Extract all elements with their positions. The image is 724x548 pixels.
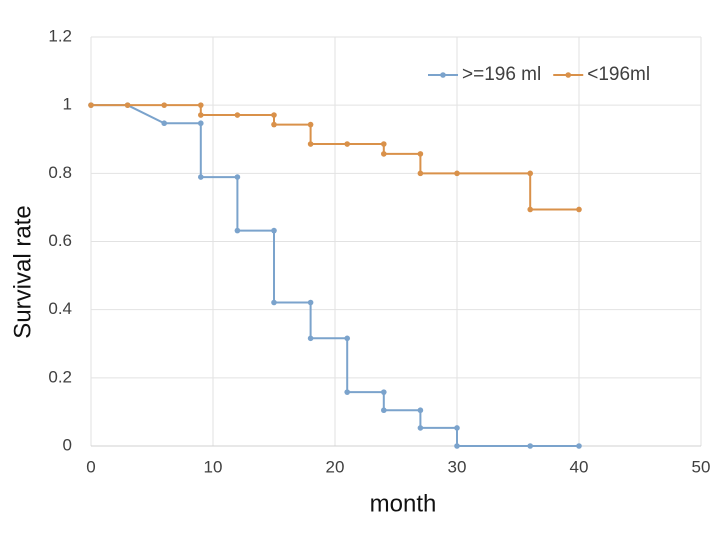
- x-tick-label: 10: [204, 457, 223, 476]
- data-point: [417, 151, 424, 157]
- x-tick-label: 20: [326, 457, 345, 476]
- data-point: [454, 425, 460, 431]
- data-point: [307, 141, 314, 147]
- data-point: [271, 299, 277, 306]
- x-axis-title: month: [370, 490, 437, 517]
- data-point: [381, 141, 387, 147]
- data-point: [124, 102, 131, 108]
- y-tick-label: 0.8: [48, 163, 72, 182]
- data-point: [576, 206, 582, 213]
- data-point: [234, 174, 241, 180]
- data-point: [381, 151, 387, 157]
- data-point: [198, 120, 204, 127]
- data-point: [307, 121, 314, 128]
- data-point: [527, 206, 533, 213]
- data-point: [88, 102, 94, 108]
- data-point: [271, 112, 277, 118]
- x-tick-label: 40: [570, 457, 589, 476]
- data-point: [417, 170, 424, 177]
- data-point: [417, 425, 424, 431]
- x-tick-label: 30: [448, 457, 467, 476]
- data-point: [234, 112, 241, 118]
- data-point: [417, 407, 424, 414]
- y-tick-label: 0.6: [48, 231, 72, 250]
- legend-label: <196ml: [587, 64, 650, 85]
- x-tick-label: 0: [86, 457, 95, 476]
- legend-marker: [565, 72, 572, 78]
- y-tick-label: 1: [63, 95, 72, 114]
- data-point: [307, 335, 314, 342]
- y-tick-label: 0: [63, 435, 72, 454]
- data-point: [344, 389, 351, 395]
- data-point: [344, 141, 351, 147]
- x-tick-label: 50: [692, 457, 711, 476]
- data-point: [198, 102, 204, 108]
- data-point: [198, 174, 204, 180]
- y-tick-label: 0.4: [48, 299, 72, 318]
- data-point: [161, 120, 167, 127]
- data-point: [161, 102, 167, 108]
- data-point: [381, 407, 387, 414]
- data-point: [576, 443, 582, 449]
- data-point: [527, 443, 533, 449]
- legend-marker: [440, 72, 446, 78]
- y-axis-title: Survival rate: [9, 205, 36, 338]
- legend-label: >=196 ml: [462, 64, 541, 85]
- y-tick-label: 1.2: [48, 26, 72, 45]
- data-point: [234, 227, 241, 234]
- data-point: [271, 227, 277, 234]
- data-point: [307, 299, 314, 306]
- data-point: [454, 170, 460, 177]
- y-tick-label: 0.2: [48, 367, 72, 386]
- data-point: [271, 121, 277, 128]
- data-point: [527, 170, 533, 177]
- data-point: [381, 389, 387, 395]
- data-point: [198, 112, 204, 118]
- data-point: [344, 335, 351, 342]
- data-point: [454, 443, 460, 449]
